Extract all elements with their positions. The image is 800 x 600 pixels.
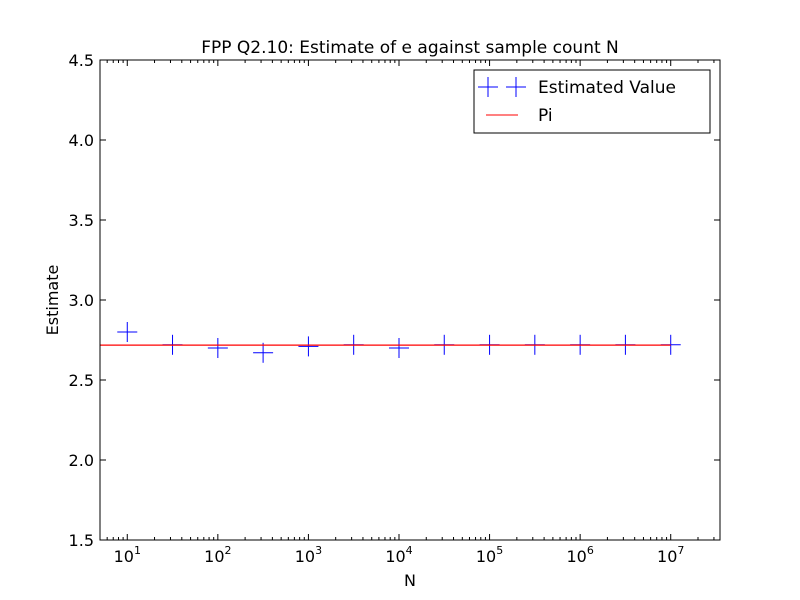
y-tick-label: 2.0: [69, 451, 94, 470]
y-tick-label: 3.5: [69, 211, 94, 230]
x-tick-label-base: 10: [114, 547, 134, 566]
x-tick-label: 105: [476, 544, 503, 566]
y-axis-label: Estimate: [43, 265, 62, 336]
x-tick-label-exponent: 5: [496, 544, 503, 557]
y-tick-label: 2.5: [69, 371, 94, 390]
x-tick-label-base: 10: [385, 547, 405, 566]
x-tick-label: 103: [295, 544, 322, 566]
legend-label-estimated-value: Estimated Value: [538, 78, 676, 98]
x-tick-label-exponent: 7: [677, 544, 684, 557]
legend-marker-estimated-value: [478, 77, 526, 97]
x-axis-label: N: [404, 571, 416, 590]
y-tick-label: 3.0: [69, 291, 94, 310]
axes-frame: [99, 59, 721, 541]
x-tick-label-exponent: 6: [587, 544, 594, 557]
x-tick-label-exponent: 3: [315, 544, 322, 557]
data-point-estimated-value: [117, 322, 138, 342]
x-tick-label-base: 10: [566, 547, 586, 566]
data-point-estimated-value: [298, 336, 319, 357]
data-point-estimated-value: [207, 338, 228, 358]
x-tick-label-exponent: 4: [406, 544, 413, 557]
x-tick-label: 102: [204, 544, 231, 566]
legend: Estimated Value Pi: [473, 69, 711, 134]
legend-label-pi: Pi: [538, 106, 553, 126]
y-tick-label: 4.5: [69, 51, 94, 70]
y-tick-label: 1.5: [69, 531, 94, 550]
plot-area: [72, 322, 681, 363]
chart-title: FPP Q2.10: Estimate of e against sample …: [201, 38, 619, 58]
data-point-estimated-value: [388, 338, 409, 358]
data-point-estimated-value: [72, 322, 92, 342]
x-tick-label-exponent: 2: [225, 544, 232, 557]
x-tick-label-base: 10: [295, 547, 315, 566]
x-tick-label: 104: [385, 544, 412, 566]
x-tick-label-exponent: 1: [134, 544, 141, 557]
x-tick-label-base: 10: [476, 547, 496, 566]
x-tick-label: 107: [657, 544, 684, 566]
x-tick-label-base: 10: [657, 547, 677, 566]
legend-box: [473, 69, 711, 134]
x-tick-label: 101: [114, 544, 141, 566]
data-point-estimated-value: [253, 342, 274, 363]
x-tick-label: 106: [566, 544, 593, 566]
y-tick-label: 4.0: [69, 131, 94, 150]
x-tick-label-base: 10: [204, 547, 224, 566]
